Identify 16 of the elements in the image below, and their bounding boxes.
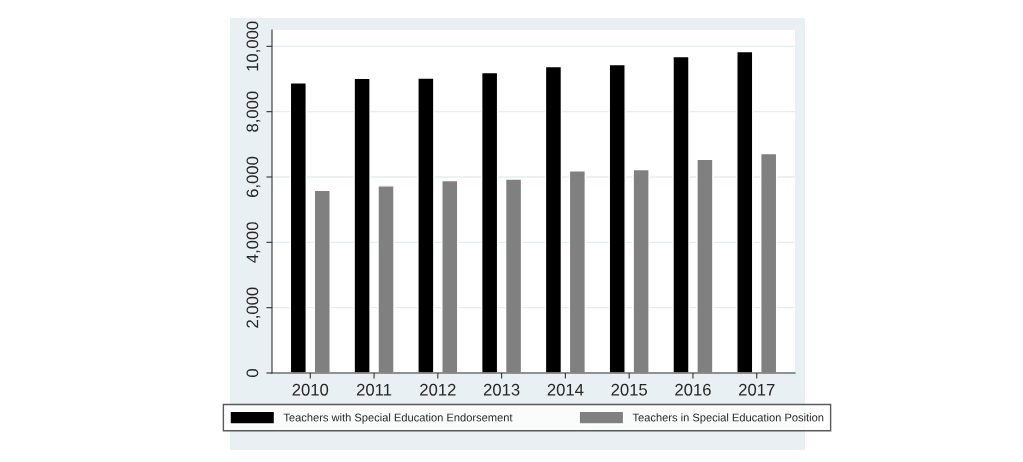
y-tick-label: 2,000 <box>246 287 261 328</box>
y-tick-label: 6,000 <box>246 156 261 198</box>
y-tick-label: 10,000 <box>246 21 261 71</box>
x-tick-label: 2015 <box>611 383 648 396</box>
x-tick-label: 2013 <box>483 383 520 396</box>
legend-label: Teachers with Special Education Endorsement <box>283 413 513 424</box>
y-tick-label: 8,000 <box>246 91 261 132</box>
x-tick-label: 2012 <box>420 383 456 396</box>
y-tick-label: 0 <box>246 369 259 377</box>
x-tick-label: 2010 <box>292 383 329 396</box>
x-tick-label: 2017 <box>739 383 775 396</box>
x-tick-label: 2016 <box>675 383 711 396</box>
y-tick-label: 4,000 <box>246 222 261 263</box>
x-tick-label: 2014 <box>547 383 584 396</box>
legend-label: Teachers in Special Education Position <box>632 413 824 424</box>
x-tick-label: 2011 <box>356 383 392 396</box>
